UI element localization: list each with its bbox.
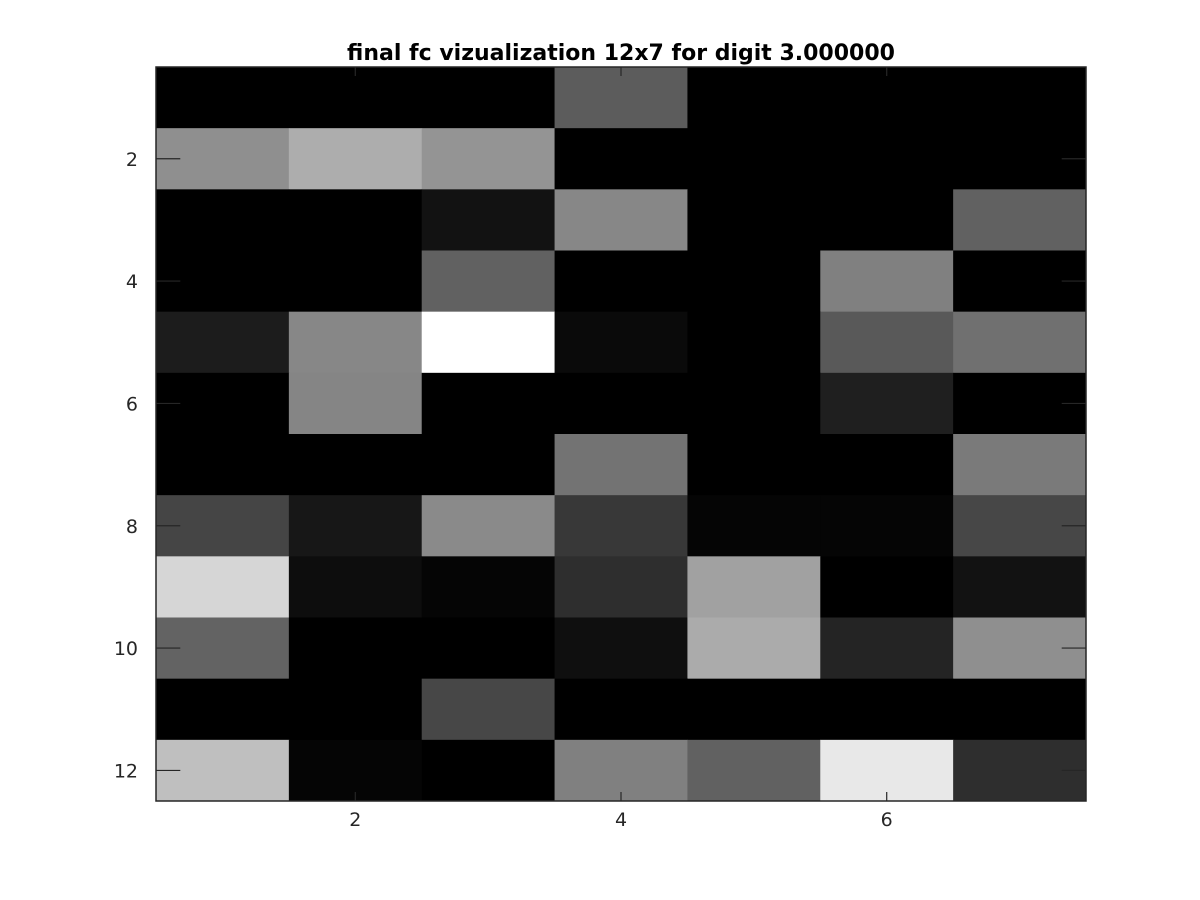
heatmap-cell-r7-c2: [288, 434, 423, 496]
heatmap-cell-r7-c6: [820, 434, 954, 496]
heatmap-cell-r1-c4: [554, 67, 688, 129]
heatmap-cell-r11-c2: [288, 678, 423, 741]
heatmap-cell-r12-c6: [820, 739, 954, 802]
heatmap-cell-r6-c5: [687, 372, 821, 435]
heatmap-cell-r3-c1: [156, 189, 290, 251]
heatmap-cell-r4-c3: [421, 250, 556, 313]
y-tick-label-12: 12: [114, 760, 138, 782]
chart-title: final fc vizualization 12x7 for digit 3.…: [347, 41, 895, 66]
heatmap-cell-r8-c2: [288, 495, 423, 557]
x-tick-label-6: 6: [881, 809, 893, 831]
heatmap-cell-r3-c7: [953, 189, 1087, 251]
heatmap-cell-r9-c1: [156, 556, 290, 618]
heatmap-cell-r1-c5: [687, 67, 821, 129]
heatmap-cell-r11-c5: [687, 678, 821, 741]
heatmap-cell-r11-c1: [156, 678, 290, 741]
heatmap-cell-r3-c3: [421, 189, 556, 251]
heatmap-cell-r9-c2: [288, 556, 423, 618]
heatmap-cell-r2-c2: [288, 128, 423, 190]
heatmap-cell-r1-c2: [288, 67, 423, 129]
heatmap-cell-r7-c1: [156, 434, 290, 496]
y-tick-label-10: 10: [114, 638, 138, 660]
y-tick-label-4: 4: [126, 271, 138, 293]
heatmap-cell-r1-c1: [156, 67, 290, 129]
heatmap-cell-r5-c2: [288, 311, 423, 374]
heatmap-cell-r12-c2: [288, 739, 423, 802]
heatmap-cell-r6-c4: [554, 372, 688, 435]
heatmap-cell-r7-c5: [687, 434, 821, 496]
heatmap-cell-r11-c4: [554, 678, 688, 741]
heatmap-cell-r2-c4: [554, 128, 688, 190]
heatmap-cell-r9-c6: [820, 556, 954, 618]
heatmap-cell-r5-c7: [953, 311, 1087, 374]
y-tick-label-8: 8: [126, 516, 138, 538]
heatmap-cell-r10-c4: [554, 617, 688, 680]
axis-ticks: 2 4 6 2 4 6 8 10 12: [114, 67, 1086, 831]
heatmap-cell-r1-c7: [953, 67, 1087, 129]
heatmap-cell-r7-c4: [554, 434, 688, 496]
heatmap-cell-r8-c3: [421, 495, 556, 557]
heatmap-cell-r2-c3: [421, 128, 556, 190]
heatmap-cell-r4-c4: [554, 250, 688, 313]
heatmap-cell-r10-c2: [288, 617, 423, 680]
heatmap-cell-r10-c5: [687, 617, 821, 680]
heatmap-cell-r9-c7: [953, 556, 1087, 618]
heatmap-cell-r5-c5: [687, 311, 821, 374]
plot-area-frame: [155, 66, 1087, 802]
heatmap-cell-r10-c6: [820, 617, 954, 680]
x-tick-label-4: 4: [615, 809, 627, 831]
heatmap-cell-r7-c7: [953, 434, 1087, 496]
heatmap-cell-r3-c4: [554, 189, 688, 251]
heatmap-cell-r3-c5: [687, 189, 821, 251]
heatmap-cells: [156, 67, 1087, 802]
heatmap-cell-r3-c6: [820, 189, 954, 251]
y-tick-label-2: 2: [126, 149, 138, 171]
y-tick-label-6: 6: [126, 393, 138, 415]
heatmap-cell-r2-c6: [820, 128, 954, 190]
heatmap-cell-r1-c3: [421, 67, 556, 129]
heatmap-cell-r8-c5: [687, 495, 821, 557]
heatmap-cell-r11-c3: [421, 678, 556, 741]
heatmap-cell-r12-c3: [421, 739, 556, 802]
heatmap-cell-r7-c3: [421, 434, 556, 496]
heatmap-cell-r8-c6: [820, 495, 954, 557]
heatmap-cell-r5-c3: [421, 311, 556, 374]
heatmap-cell-r9-c4: [554, 556, 688, 618]
heatmap-cell-r9-c5: [687, 556, 821, 618]
heatmap-cell-r2-c5: [687, 128, 821, 190]
heatmap-cell-r6-c6: [820, 372, 954, 435]
heatmap-cell-r8-c4: [554, 495, 688, 557]
x-tick-label-2: 2: [349, 809, 361, 831]
heatmap-cell-r4-c5: [687, 250, 821, 313]
heatmap-cell-r9-c3: [421, 556, 556, 618]
heatmap-cell-r12-c4: [554, 739, 688, 802]
heatmap-cell-r12-c5: [687, 739, 821, 802]
heatmap-cell-r6-c2: [288, 372, 423, 435]
heatmap-cell-r10-c3: [421, 617, 556, 680]
heatmap-cell-r1-c6: [820, 67, 954, 129]
heatmap-cell-r11-c7: [953, 678, 1087, 741]
heatmap-cell-r5-c4: [554, 311, 688, 374]
heatmap-cell-r4-c2: [288, 250, 423, 313]
heatmap-cell-r5-c6: [820, 311, 954, 374]
heatmap-cell-r11-c6: [820, 678, 954, 741]
heatmap-cell-r5-c1: [156, 311, 290, 374]
heatmap-cell-r6-c3: [421, 372, 556, 435]
heatmap-cell-r3-c2: [288, 189, 423, 251]
heatmap-cell-r4-c6: [820, 250, 954, 313]
